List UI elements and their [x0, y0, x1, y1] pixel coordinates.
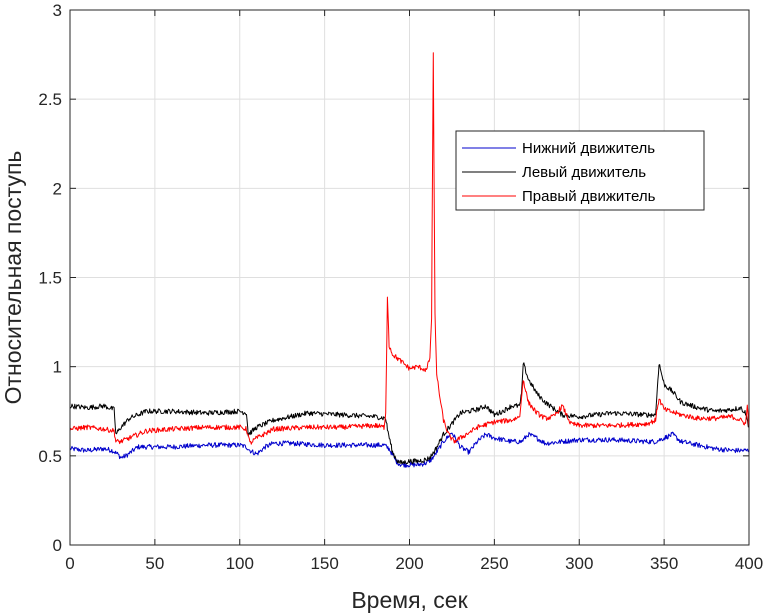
legend: Нижний движитель Левый движитель Правый дв…	[455, 130, 705, 211]
series-line-2	[69, 52, 750, 445]
y-axis-label: Относительная поступь	[0, 151, 26, 405]
x-tick-label: 300	[565, 554, 593, 573]
x-axis-label: Время, сек	[351, 587, 468, 613]
series-line-1	[69, 362, 750, 465]
x-tick-label: 200	[395, 554, 423, 573]
axis-ticks	[69, 9, 750, 546]
x-tick-label: 50	[145, 554, 164, 573]
y-tick-label: 0.5	[38, 447, 62, 466]
legend-box	[455, 130, 705, 211]
x-tick-labels: 0 50 100 150 200 250 300 350 400	[65, 554, 763, 573]
x-tick-label: 0	[65, 554, 74, 573]
x-tick-label: 350	[650, 554, 678, 573]
y-tick-label: 2	[53, 179, 62, 198]
x-tick-label: 100	[226, 554, 254, 573]
y-tick-label: 1	[53, 358, 62, 377]
x-tick-label: 400	[735, 554, 763, 573]
x-tick-label: 250	[480, 554, 508, 573]
legend-label-2: Правый движитель	[522, 188, 656, 205]
legend-label-0: Нижний движитель	[522, 140, 655, 157]
series-layer	[69, 52, 750, 468]
y-tick-label: 3	[53, 1, 62, 20]
legend-label-1: Левый движитель	[522, 164, 646, 181]
y-tick-label: 0	[53, 536, 62, 555]
x-tick-label: 150	[310, 554, 338, 573]
y-tick-labels: 0 0.5 1 1.5 2 2.5 3	[38, 1, 62, 555]
y-tick-label: 1.5	[38, 269, 62, 288]
y-tick-label: 2.5	[38, 90, 62, 109]
series-line-0	[69, 431, 750, 468]
